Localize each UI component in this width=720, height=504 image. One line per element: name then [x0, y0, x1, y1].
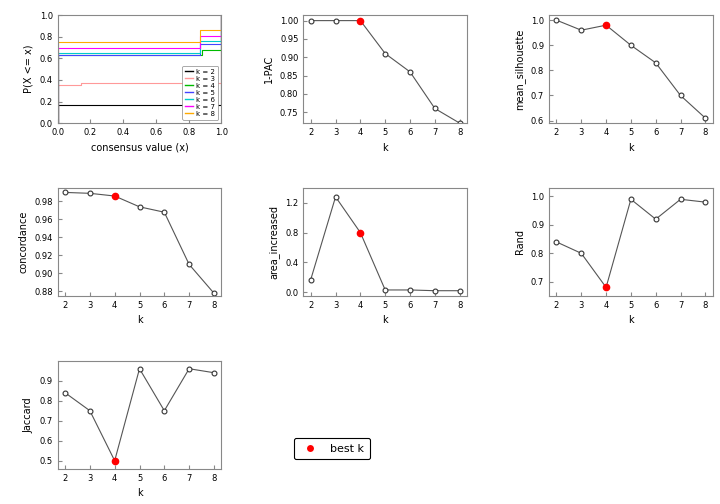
Y-axis label: 1-PAC: 1-PAC: [264, 55, 274, 83]
Y-axis label: mean_silhouette: mean_silhouette: [514, 28, 526, 110]
X-axis label: k: k: [137, 316, 143, 326]
X-axis label: k: k: [137, 488, 143, 498]
Y-axis label: P(X <= x): P(X <= x): [24, 45, 34, 93]
Y-axis label: Jaccard: Jaccard: [24, 397, 34, 432]
X-axis label: k: k: [382, 316, 388, 326]
X-axis label: k: k: [628, 316, 634, 326]
X-axis label: consensus value (x): consensus value (x): [91, 143, 189, 153]
Legend: best k: best k: [294, 438, 370, 459]
X-axis label: k: k: [382, 143, 388, 153]
Y-axis label: area_increased: area_increased: [269, 205, 279, 279]
Legend: k = 2, k = 3, k = 4, k = 5, k = 6, k = 7, k = 8: k = 2, k = 3, k = 4, k = 5, k = 6, k = 7…: [182, 66, 218, 119]
Y-axis label: concordance: concordance: [19, 211, 29, 273]
X-axis label: k: k: [628, 143, 634, 153]
Y-axis label: Rand: Rand: [516, 229, 526, 255]
